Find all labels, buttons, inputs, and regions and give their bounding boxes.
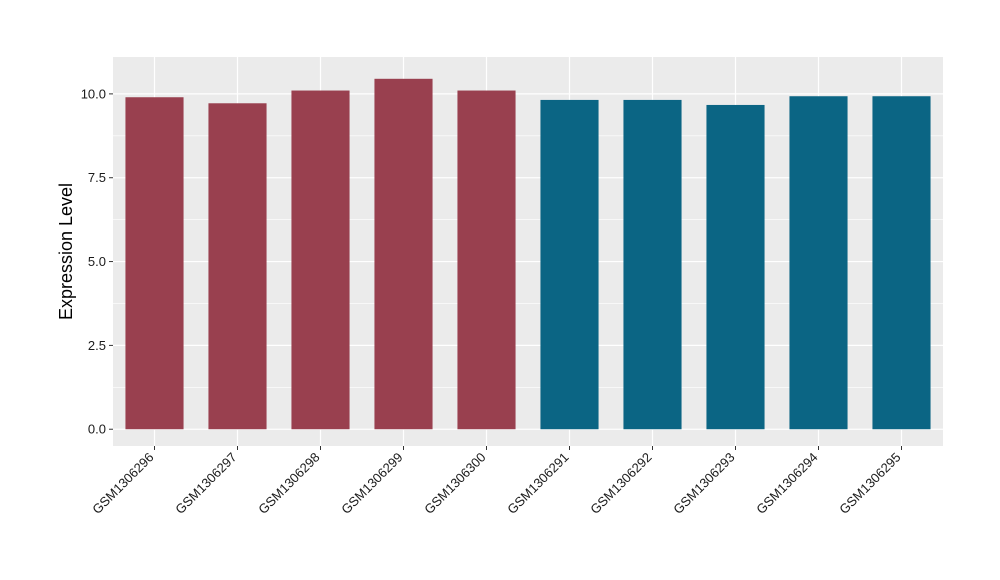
bar-GSM1306298	[291, 90, 350, 430]
bar-GSM1306292	[623, 99, 682, 430]
bar-GSM1306300	[457, 90, 516, 430]
y-tick-label: 2.5	[88, 338, 106, 353]
y-tick-label: 7.5	[88, 170, 106, 185]
x-tick-label: GSM1306293	[670, 450, 737, 517]
x-axis-ticks: GSM1306296 GSM1306297 GSM1306298 GSM1306299…	[89, 446, 904, 517]
bar-GSM1306297	[208, 103, 267, 430]
y-tick-label: 0.0	[88, 422, 106, 437]
y-axis-title: Expression Level	[56, 183, 76, 320]
x-tick-label: GSM1306300	[421, 450, 488, 517]
x-tick-label: GSM1306294	[753, 450, 820, 517]
bar-GSM1306293	[706, 104, 765, 430]
y-tick-label: 10.0	[81, 86, 106, 101]
x-tick-label: GSM1306295	[836, 450, 903, 517]
x-tick-label: GSM1306292	[587, 450, 654, 517]
bar-GSM1306294	[789, 96, 848, 430]
x-tick-label: GSM1306291	[504, 450, 571, 517]
bar-GSM1306295	[872, 96, 931, 430]
x-tick-label: GSM1306296	[89, 450, 156, 517]
bar-GSM1306291	[540, 99, 599, 430]
y-tick-label: 5.0	[88, 254, 106, 269]
x-tick-label: GSM1306297	[172, 450, 239, 517]
x-tick-label: GSM1306299	[338, 450, 405, 517]
y-axis-ticks: 0.0 2.5 5.0 7.5 10.0	[81, 86, 113, 437]
bars	[125, 78, 931, 430]
bar-GSM1306296	[125, 97, 184, 430]
bar-GSM1306299	[374, 78, 433, 430]
x-tick-label: GSM1306298	[255, 450, 322, 517]
